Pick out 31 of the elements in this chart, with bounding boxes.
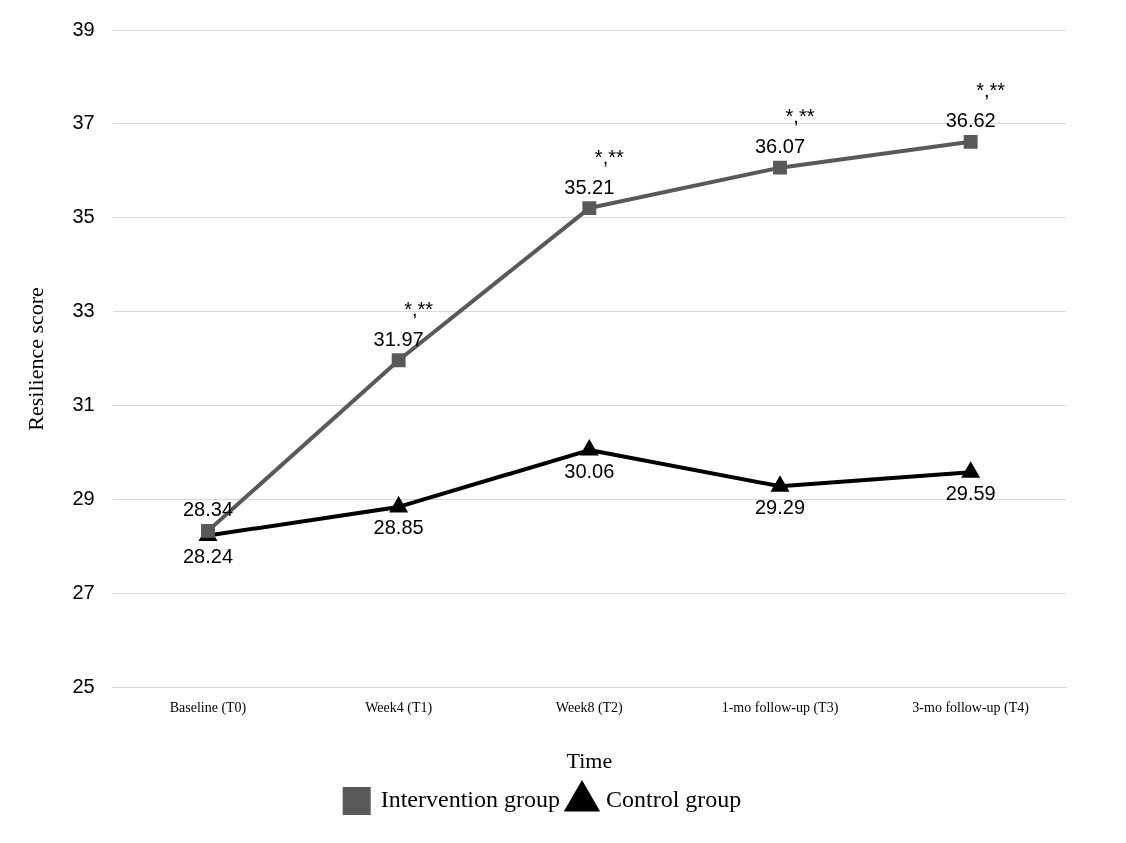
x-tick-label: Week8 (T2)	[555, 699, 624, 716]
y-tick-label: 35	[72, 205, 95, 228]
data-label: 29.29	[754, 495, 806, 518]
x-axis-title: Time	[566, 747, 613, 773]
data-label: 29.59	[945, 481, 996, 504]
y-tick-label: 27	[72, 581, 95, 604]
data-label: 28.34	[182, 498, 234, 521]
data-label: 30.06	[564, 459, 615, 482]
data-label: 35.21	[564, 175, 615, 198]
y-axis-title: Resilience score	[22, 287, 48, 431]
x-tick-label: 1-mo follow-up (T3)	[721, 699, 839, 716]
data-label: 28.24	[182, 545, 234, 568]
y-tick-label: 25	[72, 675, 95, 698]
annotation: *,**	[785, 105, 815, 128]
x-tick-label: Week4 (T1)	[365, 699, 433, 716]
legend-label: Intervention group	[380, 786, 560, 813]
y-tick-label: 37	[72, 111, 95, 134]
data-label: 31.97	[373, 327, 424, 350]
annotation: *,**	[976, 79, 1006, 102]
data-label: 36.07	[754, 135, 806, 158]
data-label: 28.85	[373, 516, 424, 539]
annotation: *,**	[404, 297, 434, 320]
x-tick-label: Baseline (T0)	[169, 699, 247, 716]
y-tick-label: 39	[72, 17, 95, 40]
x-tick-label: 3-mo follow-up (T4)	[912, 699, 1030, 716]
legend-label: Control group	[605, 786, 742, 813]
annotation: *,**	[594, 145, 624, 168]
y-tick-label: 33	[72, 299, 95, 322]
data-label: 36.62	[945, 109, 996, 132]
y-tick-label: 31	[72, 393, 95, 416]
y-tick-label: 29	[72, 487, 95, 510]
